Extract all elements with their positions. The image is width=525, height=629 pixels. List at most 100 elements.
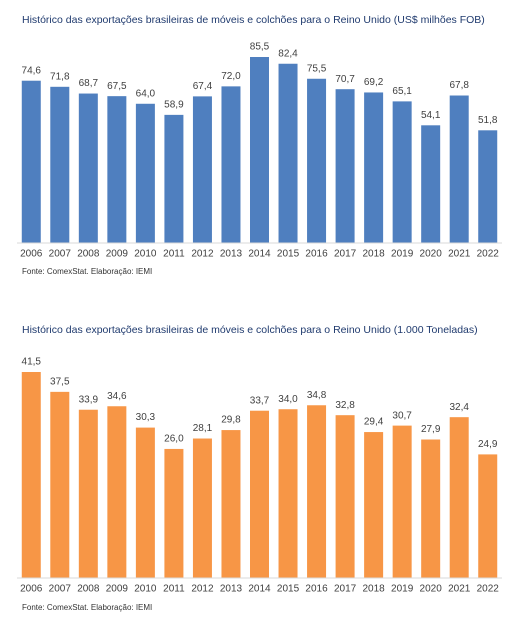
value-label: 30,7 — [392, 410, 412, 421]
value-label: 30,3 — [136, 412, 156, 423]
bar — [478, 454, 498, 578]
value-label: 29,4 — [364, 417, 384, 428]
value-label: 82,4 — [278, 48, 298, 59]
x-tick-label: 2006 — [20, 584, 43, 595]
x-tick-label: 2010 — [134, 584, 157, 595]
bar — [164, 448, 184, 578]
bar — [392, 101, 412, 244]
x-tick-label: 2009 — [106, 584, 129, 595]
bar — [449, 417, 469, 578]
x-tick-label: 2018 — [362, 584, 385, 595]
x-tick-label: 2017 — [334, 584, 357, 595]
value-label: 74,6 — [22, 65, 42, 76]
x-tick-label: 2013 — [220, 584, 243, 595]
value-label: 64,0 — [136, 88, 156, 99]
bar — [50, 86, 70, 244]
source: Fonte: ComexStat. Elaboração: IEMI — [22, 267, 152, 276]
x-tick-label: 2010 — [134, 249, 157, 260]
x-tick-label: 2022 — [477, 584, 500, 595]
value-label: 70,7 — [335, 74, 355, 85]
bar — [21, 372, 41, 578]
value-label: 51,8 — [478, 115, 498, 126]
value-label: 67,4 — [193, 81, 213, 92]
value-label: 34,8 — [307, 390, 327, 401]
bar — [135, 103, 155, 243]
x-tick-label: 2006 — [20, 249, 43, 260]
bar — [164, 114, 184, 243]
bar — [335, 415, 355, 578]
value-label: 68,7 — [79, 78, 99, 89]
bar — [50, 391, 70, 578]
value-label: 32,4 — [449, 402, 469, 413]
x-tick-label: 2007 — [49, 584, 72, 595]
value-label: 69,2 — [364, 77, 384, 88]
bar — [221, 430, 241, 578]
chart-title: Histórico das exportações brasileiras de… — [22, 14, 485, 26]
value-label: 28,1 — [193, 423, 213, 434]
source: Fonte: ComexStat. Elaboração: IEMI — [22, 603, 152, 612]
value-label: 71,8 — [50, 71, 70, 82]
x-tick-label: 2020 — [420, 584, 443, 595]
bar — [478, 130, 498, 243]
value-label: 65,1 — [392, 86, 412, 97]
value-label: 33,7 — [250, 395, 270, 406]
bar — [221, 86, 241, 243]
bar — [449, 95, 469, 243]
bar — [364, 92, 384, 243]
value-label: 54,1 — [421, 110, 441, 121]
bar — [250, 57, 269, 243]
x-tick-label: 2009 — [106, 249, 129, 260]
bar — [307, 405, 327, 578]
x-tick-label: 2011 — [163, 584, 185, 595]
bar — [278, 409, 298, 578]
value-label: 41,5 — [22, 357, 42, 368]
x-tick-label: 2022 — [477, 249, 500, 260]
value-label: 27,9 — [421, 424, 441, 435]
x-tick-label: 2016 — [305, 249, 328, 260]
value-label: 58,9 — [164, 100, 184, 111]
bar — [335, 89, 355, 243]
x-tick-label: 2015 — [277, 249, 300, 260]
value-label: 75,5 — [307, 63, 327, 74]
bar — [135, 427, 155, 578]
chart-title: Histórico das exportações brasileiras de… — [22, 324, 478, 336]
bar — [421, 439, 441, 578]
value-label: 29,8 — [221, 415, 241, 426]
value-label: 26,0 — [164, 434, 184, 445]
value-label: 24,9 — [478, 439, 498, 450]
bar — [392, 425, 412, 578]
x-tick-label: 2008 — [77, 249, 100, 260]
value-label: 67,5 — [107, 81, 127, 92]
value-label: 34,0 — [278, 394, 298, 405]
x-tick-label: 2007 — [49, 249, 72, 260]
x-tick-label: 2008 — [77, 584, 100, 595]
x-tick-label: 2014 — [248, 584, 271, 595]
x-tick-label: 2020 — [420, 249, 443, 260]
bar — [192, 438, 212, 578]
value-label: 67,8 — [449, 80, 469, 91]
value-label: 85,5 — [250, 42, 270, 53]
value-label: 33,9 — [79, 394, 99, 405]
bar — [421, 125, 441, 243]
x-tick-label: 2019 — [391, 584, 414, 595]
x-tick-label: 2021 — [448, 249, 471, 260]
bar — [250, 410, 269, 578]
bar — [78, 409, 98, 578]
bar — [107, 406, 127, 578]
x-tick-label: 2012 — [191, 584, 214, 595]
x-tick-label: 2021 — [448, 584, 471, 595]
x-tick-label: 2015 — [277, 584, 300, 595]
x-tick-label: 2014 — [248, 249, 271, 260]
x-tick-label: 2013 — [220, 249, 243, 260]
bar — [278, 63, 298, 243]
bar — [107, 96, 127, 243]
bar — [78, 93, 98, 244]
x-tick-label: 2018 — [362, 249, 385, 260]
bar — [307, 78, 327, 243]
x-tick-label: 2011 — [163, 249, 185, 260]
bar — [364, 432, 384, 578]
x-tick-label: 2012 — [191, 249, 214, 260]
x-tick-label: 2019 — [391, 249, 414, 260]
bar — [192, 96, 212, 244]
